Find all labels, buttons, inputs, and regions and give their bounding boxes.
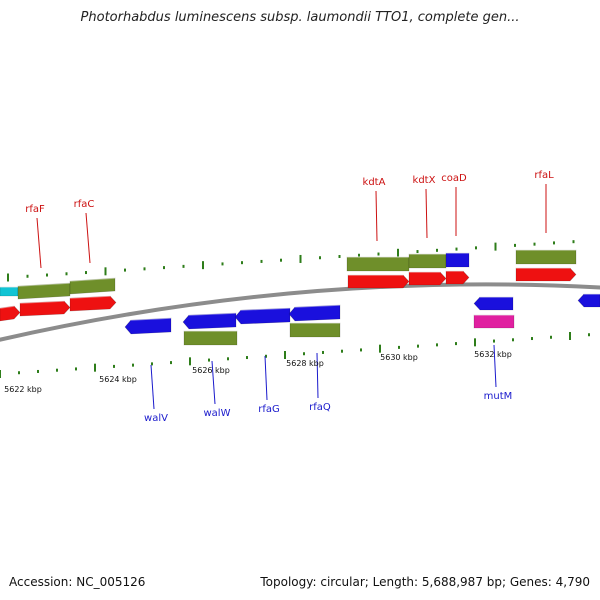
- cds-block[interactable]: [289, 322, 341, 338]
- gene-block-magenta[interactable]: [473, 314, 515, 329]
- genome-backbone: [0, 282, 600, 342]
- gene-arrow-red[interactable]: [408, 271, 447, 286]
- cds-block[interactable]: [346, 256, 410, 272]
- tick-row-bottom: [0, 332, 590, 378]
- gene-labels: rfaF rfaC kdtA kdtX coaD rfaL walV walW rfaG rfaQ…: [25, 170, 554, 424]
- gene-label-top[interactable]: rfaF: [25, 204, 45, 215]
- map-title: Photorhabdus luminescens subsp. laumondi…: [80, 10, 520, 25]
- gene-label-top[interactable]: rfaC: [74, 199, 95, 210]
- gene-arrow-blue[interactable]: [182, 312, 237, 330]
- scale-label: 5632 kbp: [474, 350, 512, 359]
- gene-arrow-red[interactable]: [445, 270, 470, 285]
- scale-label: 5628 kbp: [286, 359, 324, 368]
- tick-row-top: [7, 240, 575, 282]
- cds-block[interactable]: [17, 282, 71, 300]
- scale-label: 5630 kbp: [380, 353, 418, 362]
- gene-label-top[interactable]: kdtA: [363, 177, 386, 188]
- cds-block[interactable]: [515, 249, 577, 265]
- cds-block[interactable]: [183, 330, 238, 346]
- gene-label-top[interactable]: rfaL: [534, 170, 554, 181]
- gene-arrow-red[interactable]: [69, 295, 117, 312]
- scale-label: 5624 kbp: [99, 375, 137, 384]
- scale-labels: 5622 kbp 5624 kbp 5626 kbp 5628 kbp 5630 kbp…: [4, 350, 512, 394]
- gene-arrow-blue[interactable]: [473, 296, 514, 311]
- feature-track: [0, 249, 600, 346]
- gene-arrow-red[interactable]: [19, 300, 71, 317]
- gene-arrow-blue[interactable]: [577, 293, 600, 308]
- cds-block[interactable]: [69, 277, 116, 295]
- gene-label-bottom[interactable]: rfaQ: [309, 402, 331, 413]
- scale-label: 5622 kbp: [4, 385, 42, 394]
- gene-arrow-red[interactable]: [0, 305, 21, 322]
- gene-block-blue[interactable]: [445, 252, 470, 268]
- gene-label-top[interactable]: kdtX: [413, 175, 436, 186]
- gene-arrow-red[interactable]: [347, 274, 410, 289]
- accession-text: Accession: NC_005126: [9, 575, 146, 589]
- cds-block[interactable]: [408, 253, 447, 269]
- gene-arrow-blue[interactable]: [288, 304, 341, 322]
- label-leaders: [36, 184, 547, 410]
- gene-label-bottom[interactable]: rfaG: [258, 404, 280, 415]
- gene-arrow-red[interactable]: [515, 267, 577, 282]
- genome-summary-text: Topology: circular; Length: 5,688,987 bp…: [260, 575, 590, 589]
- gene-label-bottom[interactable]: walW: [204, 408, 231, 419]
- gene-arrow-blue[interactable]: [124, 317, 172, 335]
- gene-cyan-block[interactable]: [0, 286, 19, 297]
- gene-arrow-blue[interactable]: [234, 307, 291, 325]
- gene-label-bottom[interactable]: mutM: [484, 391, 513, 402]
- gene-label-bottom[interactable]: walV: [144, 413, 168, 424]
- scale-label: 5626 kbp: [192, 366, 230, 375]
- gene-label-top[interactable]: coaD: [441, 173, 467, 184]
